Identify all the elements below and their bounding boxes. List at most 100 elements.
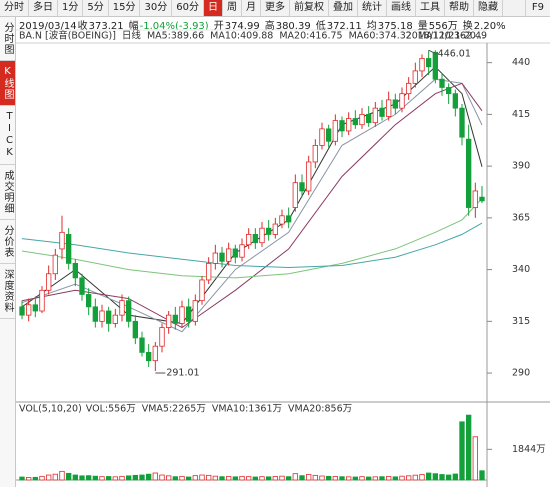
toolbar-button[interactable]: 画线 (387, 0, 416, 16)
candle-body (86, 294, 92, 308)
side-tab[interactable]: 分时图 (0, 17, 15, 61)
y-tick-label: 315 (512, 316, 530, 327)
toolbar-button[interactable]: 工具 (416, 0, 445, 16)
volume-bar (265, 476, 272, 481)
volume-bar (79, 475, 85, 481)
side-tab[interactable]: 深度资料 (0, 264, 15, 319)
toolbar-button[interactable]: 5分 (83, 0, 109, 16)
volume-bar (165, 475, 172, 481)
volume-bar (46, 474, 52, 481)
candle-body (39, 289, 45, 312)
candle-body (365, 113, 372, 124)
info-value: 375.18 (377, 21, 413, 32)
info-value: 556万 (428, 21, 458, 32)
volume-bar (332, 476, 339, 481)
toolbar-button[interactable]: 日 (203, 0, 223, 16)
symbol: BA.N [波音(BOEING)] (19, 30, 116, 42)
candle-body (352, 118, 359, 126)
candle-body (132, 320, 138, 339)
y-tick-label: 365 (512, 212, 530, 223)
candle-body (445, 87, 452, 95)
candle-body (59, 231, 65, 250)
side-tab[interactable]: TICK (0, 106, 15, 165)
volume-bar (272, 476, 279, 481)
toolbar-button[interactable]: 更多 (261, 0, 290, 16)
candle-body (465, 138, 472, 208)
candle-body (392, 99, 399, 109)
volume-bar (86, 475, 92, 481)
info-value: 372.11 (326, 21, 362, 32)
ma-line (21, 222, 483, 269)
candle-body (305, 161, 312, 192)
volume-bar (199, 474, 205, 481)
volume-bar (185, 476, 192, 481)
side-tab[interactable]: 成交明细 (0, 165, 15, 220)
info-label: 2019/03/14 (19, 21, 77, 32)
candle-body (139, 337, 145, 353)
volume-bar (139, 474, 145, 481)
y-tick-label: 290 (512, 368, 530, 379)
candle-body (325, 128, 332, 142)
toolbar-button[interactable]: 周 (223, 0, 242, 16)
volume-bar (239, 475, 245, 481)
toolbar-button[interactable]: 月 (242, 0, 261, 16)
volume-bar (192, 475, 198, 481)
legend-entry: MA60:374.32 (349, 31, 412, 42)
toolbar-button[interactable]: 多日 (29, 0, 58, 16)
info-label: 幅 (128, 21, 139, 32)
y-tick-label: 415 (512, 109, 530, 120)
info-label: 换 (462, 21, 473, 32)
toolbar-button[interactable]: 分时 (0, 0, 29, 16)
candle-body (419, 58, 425, 72)
toolbar-button[interactable]: 隐藏 (474, 0, 503, 16)
volume-bar (385, 476, 392, 481)
info-label: 高 (264, 21, 275, 32)
volume-bar (179, 475, 185, 481)
toolbar-button[interactable]: 前复权 (290, 0, 329, 16)
candle-body (239, 244, 245, 258)
toolbar-button[interactable]: 1分 (58, 0, 84, 16)
ma-line (21, 66, 483, 324)
volume-bar (319, 475, 325, 481)
volume-bar (472, 436, 479, 481)
toolbar-button[interactable]: 15分 (109, 0, 141, 16)
volume-bar (305, 474, 312, 481)
ma-line (21, 78, 483, 333)
toolbar-button[interactable]: F9 (524, 0, 550, 16)
info-bar: 2019/03/14收373.21 幅-1.04%(-3.93) 开374.99 高3… (19, 17, 511, 32)
side-tab[interactable]: 分价表 (0, 220, 15, 264)
annotation: 446.01 (438, 49, 471, 60)
volume-bar (92, 475, 98, 481)
candle-body (152, 345, 158, 362)
volume-bar (432, 473, 439, 481)
side-tabs: 分时图 K线图 TICK 成交明细 分价表 深度资料 (0, 17, 16, 487)
candle-body (145, 351, 152, 362)
volume-bar (372, 476, 379, 481)
volume-bar (212, 475, 218, 481)
candle-body (159, 327, 165, 347)
period: 日线 (122, 30, 142, 42)
info-label: 收 (77, 21, 88, 32)
candle-body (19, 306, 25, 316)
legend-entry: VMA20:856万 (288, 404, 352, 415)
volume-bar (459, 421, 465, 481)
toolbar-button[interactable]: 统计 (358, 0, 387, 16)
toolbar-button[interactable]: 30分 (140, 0, 173, 16)
candle-body (265, 227, 272, 235)
side-tab[interactable]: K线图 (0, 61, 15, 106)
toolbar-button[interactable]: 帮助 (445, 0, 474, 16)
volume-bar (439, 474, 445, 481)
volume-bar (145, 473, 152, 481)
info-value: 373.21 (88, 21, 124, 32)
info-label: 开 (213, 21, 224, 32)
candle-body (212, 252, 218, 264)
annotation: 291.01 (166, 368, 199, 379)
toolbar-button[interactable]: 叠加 (329, 0, 358, 16)
candle-body (332, 120, 339, 142)
candle-body (219, 252, 225, 262)
candle-body (452, 93, 459, 109)
volume-bar (379, 476, 385, 481)
toolbar-button[interactable]: 60分 (172, 0, 204, 16)
candle-body (232, 248, 238, 258)
candle-body (319, 128, 325, 146)
